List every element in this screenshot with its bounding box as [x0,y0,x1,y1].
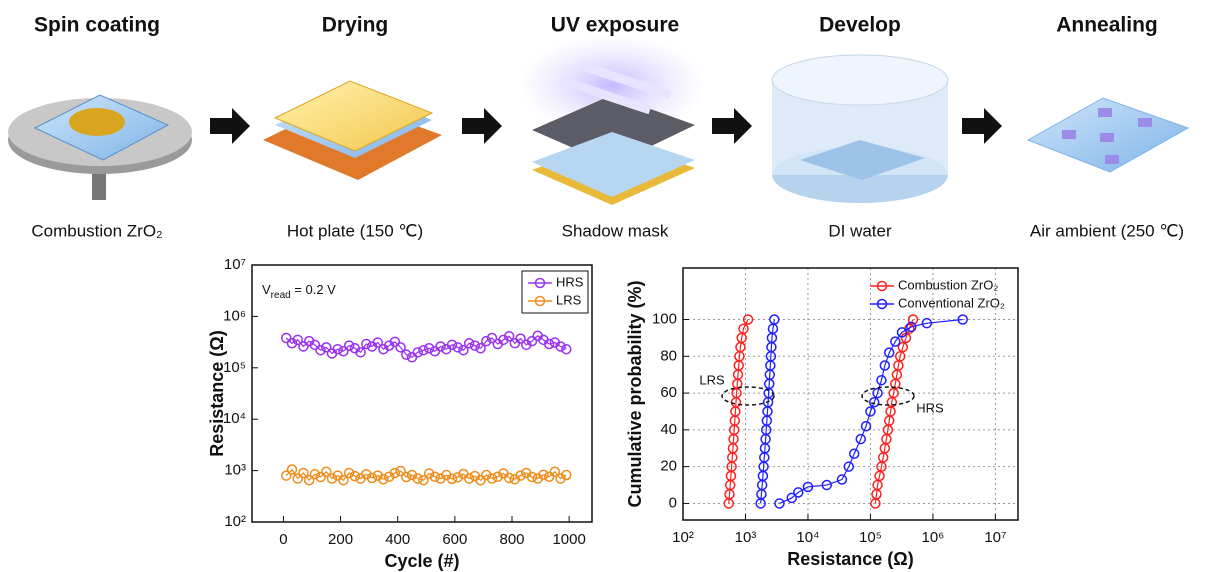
distribution-chart: 10² 10³ 10⁴ 10⁵ 10⁶ 10⁷ 0 20 40 60 80 100 Resistance… [625,268,1018,569]
annotation-sub: read [271,290,291,301]
step-caption: Hot plate (150 ℃) [287,221,423,240]
y-axis-title: Resistance (Ω) [207,330,227,456]
step-title: Drying [322,14,389,37]
x-tick-label: 10⁵ [859,529,882,546]
y-tick-label: 0 [669,494,677,511]
step-caption: Shadow mask [562,221,669,240]
annotation: LRS [699,372,725,387]
annealed-substrate [1028,98,1188,172]
step-caption: Air ambient (250 ℃) [1030,221,1184,240]
step-title: Develop [819,14,901,37]
y-tick-label: 10² [224,513,246,530]
annotation: Vread = 0.2 V [262,282,336,300]
x-tick-label: 10⁷ [984,529,1006,546]
y-tick-label: 100 [652,310,677,327]
x-axis-title: Resistance (Ω) [787,549,913,569]
legend-label: Conventional ZrO₂ [898,295,1005,310]
beaker [772,55,948,203]
y-tick-label: 10⁷ [224,256,246,273]
x-axis-title: Cycle (#) [384,551,459,571]
y-tick-label: 60 [660,384,677,401]
x-tick-label: 10³ [735,529,757,546]
step-title: UV exposure [551,14,679,37]
x-tick-label: 800 [499,531,524,548]
annotation: HRS [916,400,944,415]
x-tick-label: 0 [279,531,287,548]
y-tick-label: 80 [660,347,677,364]
y-tick-label: 40 [660,421,677,438]
x-tick-label: 200 [328,531,353,548]
legend-label: LRS [556,292,582,307]
y-tick-label: 20 [660,458,677,475]
y-axis-title: Cumulative probability (%) [625,280,645,507]
step-caption: Combustion ZrO₂ [31,221,162,240]
step-title: Annealing [1056,14,1158,37]
x-tick-label: 400 [385,531,410,548]
x-tick-label: 10² [672,529,694,546]
x-tick-label: 1000 [552,531,585,548]
annotation-main: V [262,282,271,297]
hot-plate [263,81,442,180]
y-tick-label: 10⁶ [223,307,246,324]
y-tick-label: 10³ [224,462,246,479]
x-tick-label: 10⁶ [921,529,944,546]
annotation-rest: = 0.2 V [291,282,336,297]
step-caption: DI water [828,221,892,240]
figure: Spin coating Combustion ZrO₂ Drying Hot pla… [0,0,1212,572]
legend-label: Combustion ZrO₂ [898,277,998,292]
x-tick-label: 600 [442,531,467,548]
step-title: Spin coating [34,14,160,37]
legend-label: HRS [556,274,584,289]
x-tick-label: 10⁴ [796,529,819,546]
spin-coater [8,95,192,200]
uv-exposure [517,35,707,205]
